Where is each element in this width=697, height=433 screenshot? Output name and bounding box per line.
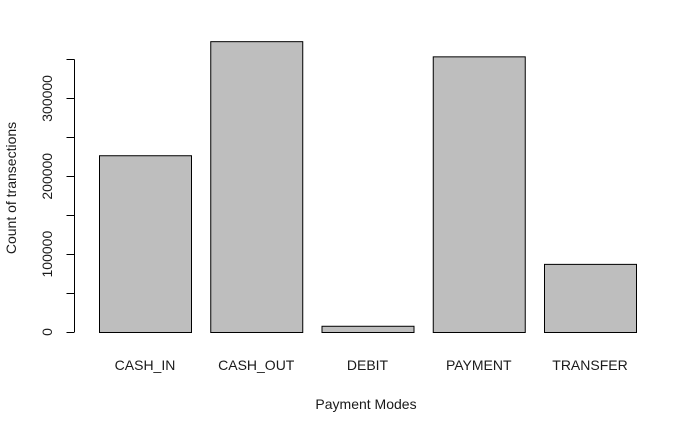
x-tick-label: PAYMENT — [446, 357, 512, 373]
y-tick-label: 0 — [39, 328, 55, 336]
y-axis-title: Count of transections — [3, 122, 19, 254]
x-tick-label: TRANSFER — [552, 357, 627, 373]
y-tick-label: 100000 — [39, 231, 55, 278]
x-tick-label: CASH_OUT — [218, 357, 295, 373]
bar-debit — [321, 325, 415, 333]
bar-cash-out — [210, 41, 304, 333]
x-axis-labels: CASH_IN CASH_OUT DEBIT PAYMENT TRANSFER — [115, 357, 628, 373]
y-tick-label: 200000 — [39, 153, 55, 200]
bars-layer — [99, 41, 637, 333]
y-axis: 0 100000 200000 300000 — [39, 59, 75, 336]
y-tick-label: 300000 — [39, 75, 55, 122]
bar-transfer — [544, 263, 637, 333]
bar-cash-in — [99, 155, 192, 333]
bar-payment — [432, 56, 526, 333]
x-tick-label: CASH_IN — [115, 357, 176, 373]
x-tick-label: DEBIT — [347, 357, 389, 373]
x-axis-title: Payment Modes — [315, 396, 416, 412]
